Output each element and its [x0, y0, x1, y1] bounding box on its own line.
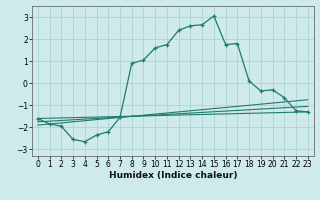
X-axis label: Humidex (Indice chaleur): Humidex (Indice chaleur) [108, 171, 237, 180]
